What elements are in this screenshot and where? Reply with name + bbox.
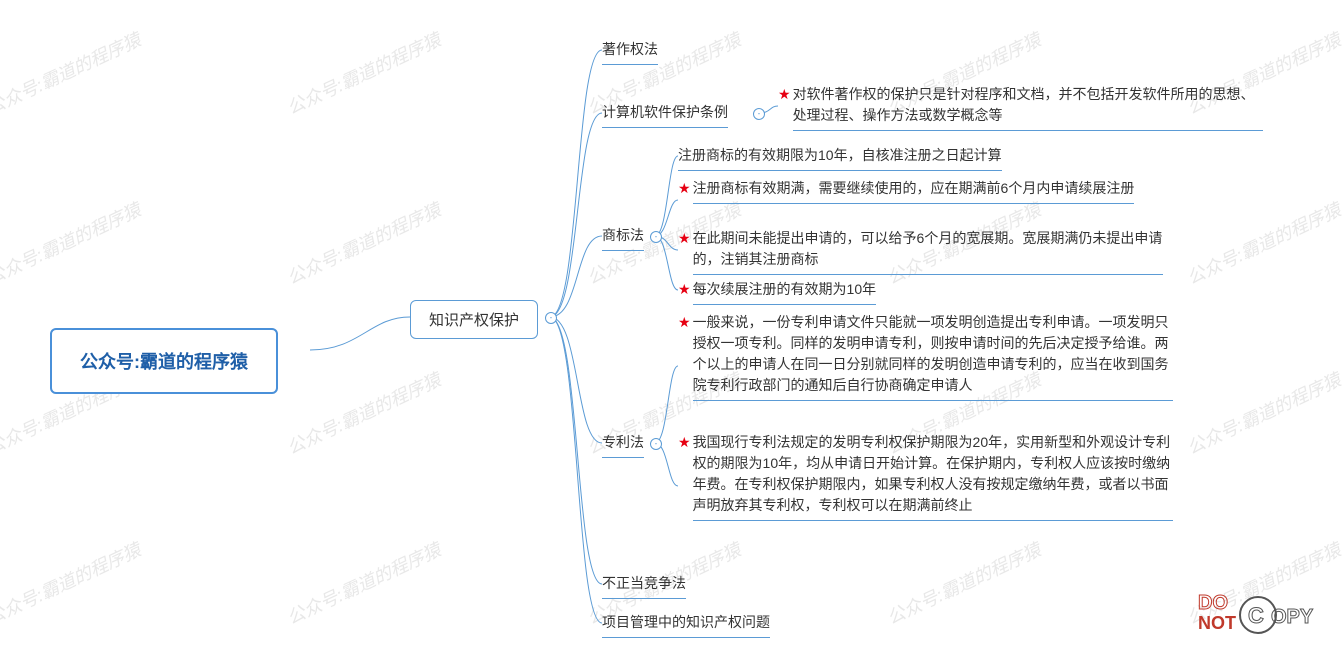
svg-text:C: C bbox=[1248, 603, 1264, 628]
leaf-text: 我国现行专利法规定的发明专利权保护期限为20年，实用新型和外观设计专利权的期限为… bbox=[693, 432, 1173, 521]
watermark: 公众号:霸道的程序猿 bbox=[0, 196, 145, 290]
leaf-text: 对软件著作权的保护只是针对程序和文档，并不包括开发软件所用的思想、处理过程、操作… bbox=[793, 84, 1263, 131]
root-node[interactable]: 公众号:霸道的程序猿 bbox=[50, 328, 278, 394]
star-icon: ★ bbox=[678, 314, 691, 331]
collapse-toggle-icon[interactable]: - bbox=[753, 108, 765, 120]
watermark: 公众号:霸道的程序猿 bbox=[282, 26, 444, 120]
mindmap-canvas: 公众号:霸道的程序猿 公众号:霸道的程序猿 公众号:霸道的程序猿 公众号:霸道的… bbox=[0, 0, 1343, 652]
main-node[interactable]: 知识产权保护 bbox=[410, 300, 538, 339]
branch-trademark-law[interactable]: 商标法 bbox=[602, 225, 644, 251]
leaf-trademark-1[interactable]: 注册商标的有效期限为10年，自核准注册之日起计算 bbox=[678, 145, 1002, 171]
branch-anti-unfair-competition[interactable]: 不正当竞争法 bbox=[602, 573, 686, 599]
leaf-trademark-3[interactable]: ★ 在此期间未能提出申请的，可以给予6个月的宽展期。宽展期满仍未提出申请的，注销… bbox=[678, 228, 1163, 275]
collapse-toggle-icon[interactable]: - bbox=[650, 438, 662, 450]
leaf-patent-2[interactable]: ★ 我国现行专利法规定的发明专利权保护期限为20年，实用新型和外观设计专利权的期… bbox=[678, 432, 1173, 521]
branch-patent-law[interactable]: 专利法 bbox=[602, 432, 644, 458]
leaf-trademark-2[interactable]: ★ 注册商标有效期满，需要继续使用的，应在期满前6个月内申请续展注册 bbox=[678, 178, 1134, 204]
watermark: 公众号:霸道的程序猿 bbox=[282, 536, 444, 630]
collapse-toggle-icon[interactable]: - bbox=[650, 231, 662, 243]
collapse-toggle-icon[interactable]: - bbox=[545, 312, 557, 324]
do-not-copy-stamp: DO NOT C OPY bbox=[1193, 587, 1323, 642]
branch-copyright-law[interactable]: 著作权法 bbox=[602, 39, 658, 65]
stamp-do: DO bbox=[1198, 592, 1228, 614]
branch-pm-ip-issues[interactable]: 项目管理中的知识产权问题 bbox=[602, 612, 770, 638]
watermark: 公众号:霸道的程序猿 bbox=[1182, 196, 1343, 290]
watermark: 公众号:霸道的程序猿 bbox=[1182, 366, 1343, 460]
star-icon: ★ bbox=[678, 230, 691, 247]
watermark: 公众号:霸道的程序猿 bbox=[882, 536, 1044, 630]
leaf-text: 一般来说，一份专利申请文件只能就一项发明创造提出专利申请。一项发明只授权一项专利… bbox=[693, 312, 1173, 401]
watermark: 公众号:霸道的程序猿 bbox=[0, 26, 145, 120]
branch-software-protection[interactable]: 计算机软件保护条例 bbox=[602, 102, 728, 128]
watermark: 公众号:霸道的程序猿 bbox=[282, 366, 444, 460]
star-icon: ★ bbox=[778, 86, 791, 103]
stamp-copy: OPY bbox=[1271, 606, 1314, 628]
star-icon: ★ bbox=[678, 281, 691, 298]
leaf-patent-1[interactable]: ★ 一般来说，一份专利申请文件只能就一项发明创造提出专利申请。一项发明只授权一项… bbox=[678, 312, 1173, 401]
watermark: 公众号:霸道的程序猿 bbox=[0, 536, 145, 630]
watermark: 公众号:霸道的程序猿 bbox=[282, 196, 444, 290]
leaf-text: 每次续展注册的有效期为10年 bbox=[693, 279, 877, 305]
star-icon: ★ bbox=[678, 434, 691, 451]
leaf-text: 注册商标有效期满，需要继续使用的，应在期满前6个月内申请续展注册 bbox=[693, 178, 1135, 204]
star-icon: ★ bbox=[678, 180, 691, 197]
leaf-text: 注册商标的有效期限为10年，自核准注册之日起计算 bbox=[678, 145, 1002, 171]
stamp-not: NOT bbox=[1198, 613, 1236, 633]
leaf-text: 在此期间未能提出申请的，可以给予6个月的宽展期。宽展期满仍未提出申请的，注销其注… bbox=[693, 228, 1163, 275]
leaf-software-note[interactable]: ★ 对软件著作权的保护只是针对程序和文档，并不包括开发软件所用的思想、处理过程、… bbox=[778, 84, 1263, 131]
leaf-trademark-4[interactable]: ★ 每次续展注册的有效期为10年 bbox=[678, 279, 876, 305]
